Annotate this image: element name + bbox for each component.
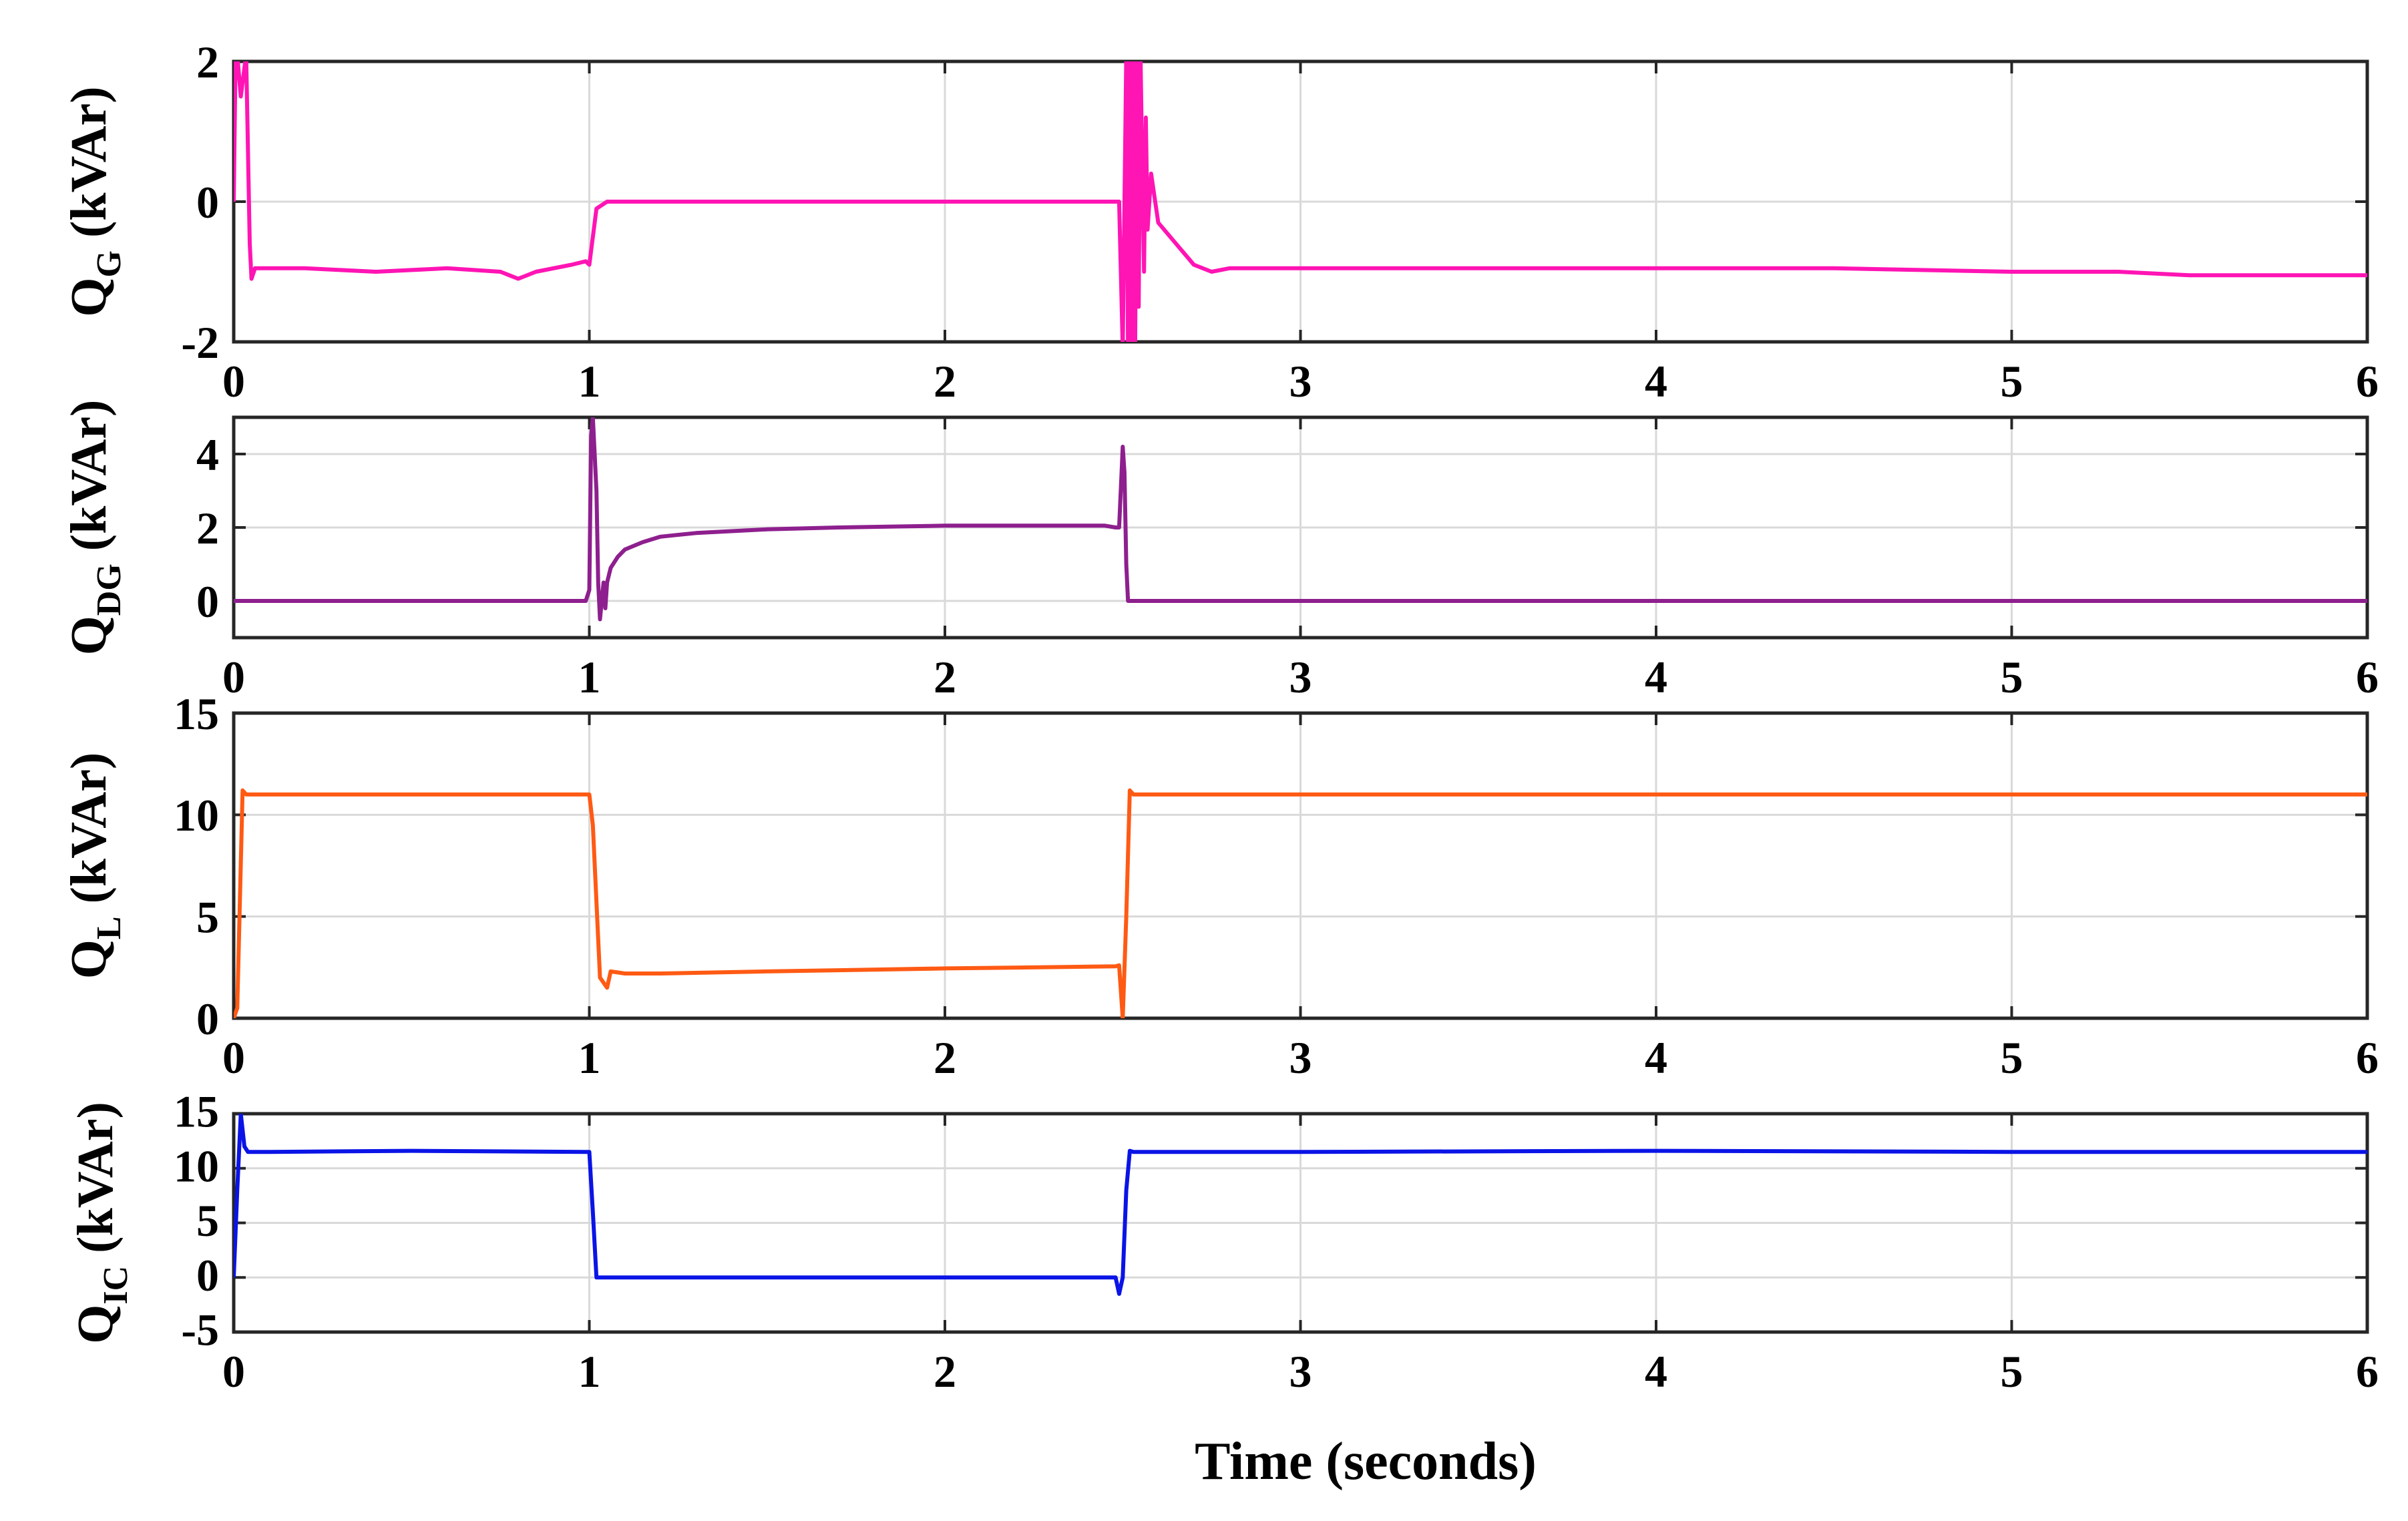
y-tick-label: 15: [174, 1086, 219, 1137]
subplot-3: 0 1 2 3 4 5 6 0 5 10 15 QL (kVAr): [61, 688, 2379, 1083]
x-tick-label: 0: [222, 652, 245, 702]
x-tick-label: 1: [578, 652, 601, 702]
y-tick-label: 10: [174, 1140, 219, 1191]
x-tick-label: 4: [1645, 356, 1667, 407]
x-tick-label: 4: [1645, 652, 1667, 702]
y-tick-label: -2: [181, 317, 219, 368]
y-tick-label: 10: [174, 790, 219, 841]
y-tick-label: 5: [196, 891, 219, 942]
x-tick-label: 1: [578, 356, 601, 407]
x-tick-label: 6: [2356, 1346, 2379, 1397]
y-axis-label: QIC (kVAr): [67, 1102, 135, 1344]
y-tick-label: 0: [196, 1250, 219, 1301]
y-axis-label: QDG (kVAr): [61, 400, 128, 656]
x-axis-label: Time (seconds): [1195, 1432, 1537, 1491]
x-tick-label: 6: [2356, 652, 2379, 702]
y-axis-label: QG (kVAr): [61, 86, 128, 316]
x-tick-label: 6: [2356, 1032, 2379, 1083]
y-tick-label: 2: [196, 37, 219, 87]
x-tick-label: 4: [1645, 1032, 1667, 1083]
x-tick-label: 3: [1289, 1346, 1312, 1397]
x-tick-label: 5: [2001, 1032, 2023, 1083]
x-tick-label: 1: [578, 1032, 601, 1083]
x-tick-label: 2: [934, 1346, 956, 1397]
y-tick-label: 0: [196, 994, 219, 1044]
series-line: [234, 1114, 2367, 1296]
x-tick-label: 2: [934, 1032, 956, 1083]
x-tick-label: 5: [2001, 1346, 2023, 1397]
x-tick-label: 4: [1645, 1346, 1667, 1397]
x-tick-label: 5: [2001, 652, 2023, 702]
y-tick-label: 0: [196, 576, 219, 627]
x-tick-label: 1: [578, 1346, 601, 1397]
y-tick-label: 4: [196, 429, 219, 480]
x-tick-label: 0: [222, 1346, 245, 1397]
x-tick-label: 6: [2356, 356, 2379, 407]
x-tick-label: 3: [1289, 652, 1312, 702]
x-tick-label: 2: [934, 356, 956, 407]
y-tick-label: 2: [196, 503, 219, 554]
subplot-2: 0 1 2 3 4 5 6 0 2 4 QDG (kVAr): [61, 400, 2379, 702]
x-tick-label: 2: [934, 652, 956, 702]
x-tick-label: 3: [1289, 356, 1312, 407]
y-tick-label: 5: [196, 1195, 219, 1246]
y-tick-label: 0: [196, 177, 219, 228]
y-tick-label: 15: [174, 688, 219, 739]
x-tick-label: 0: [222, 1032, 245, 1083]
y-tick-label: -5: [181, 1305, 219, 1355]
series-line: [234, 417, 2367, 622]
series-line: [234, 788, 2367, 1018]
x-tick-label: 5: [2001, 356, 2023, 407]
y-axis-label: QL (kVAr): [61, 752, 128, 979]
x-tick-label: 3: [1289, 1032, 1312, 1083]
x-tick-label: 0: [222, 356, 245, 407]
series-line: [234, 61, 2367, 342]
